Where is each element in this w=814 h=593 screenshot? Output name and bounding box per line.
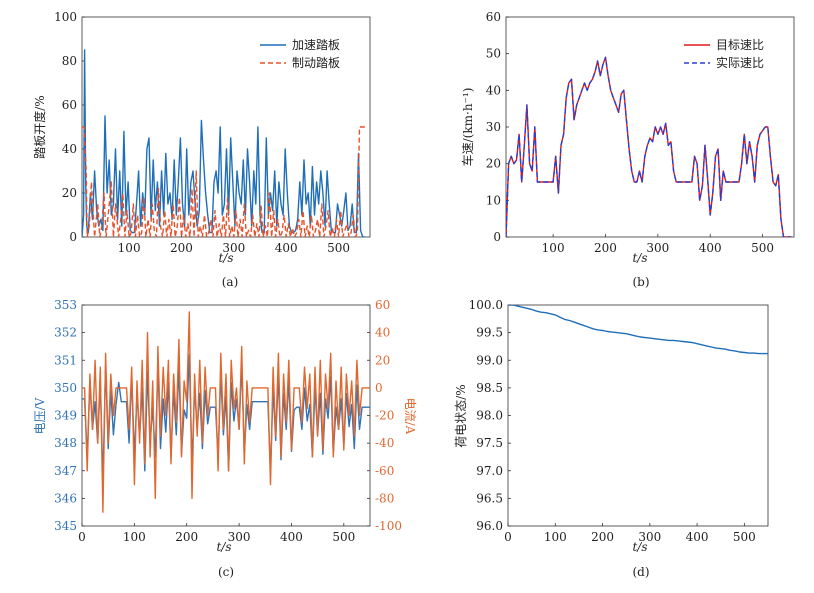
plot-frame bbox=[507, 304, 769, 527]
x-tick-label: 400 bbox=[275, 241, 298, 255]
y-tick-label: 347 bbox=[54, 464, 77, 478]
y-tick-label: 60 bbox=[486, 10, 501, 24]
y-tick-label: 96.5 bbox=[476, 491, 503, 505]
y-tick-label: 345 bbox=[54, 519, 77, 533]
series-line-c-1 bbox=[82, 311, 370, 513]
y-tick-label: 20 bbox=[486, 157, 501, 171]
chart-a: 100 200 300 400 500 0 20 40 60 80 100 t/s 踏板开度/% (a) 加… bbox=[32, 10, 371, 289]
y-tick-label: 20 bbox=[62, 186, 77, 200]
x-tick-label: 200 bbox=[175, 530, 198, 544]
legend-label: 目标速比 bbox=[716, 38, 764, 52]
x-axis-label: t/s bbox=[218, 251, 233, 265]
legend-label: 制动踏板 bbox=[292, 56, 340, 70]
y2-tick-label: -100 bbox=[375, 519, 402, 533]
legend-label: 加速踏板 bbox=[292, 38, 340, 52]
x-tick-label: 200 bbox=[594, 241, 617, 255]
y-axis-label: 踏板开度/% bbox=[32, 95, 47, 158]
x-tick-label: 0 bbox=[78, 530, 86, 544]
x-tick-label: 100 bbox=[118, 241, 141, 255]
y-tick-label: 60 bbox=[62, 98, 77, 112]
x-tick-label: 500 bbox=[733, 530, 756, 544]
y-tick-label: 97.5 bbox=[476, 436, 503, 450]
y-tick-label: 40 bbox=[486, 83, 501, 97]
x-axis-label: t/s bbox=[632, 251, 647, 265]
y-tick-label: 98.5 bbox=[476, 381, 503, 395]
y2-axis-label: 电流/A bbox=[403, 398, 417, 435]
y-tick-label: 348 bbox=[54, 436, 77, 450]
x-tick-label: 200 bbox=[170, 241, 193, 255]
y-tick-label: 346 bbox=[54, 491, 77, 505]
y-tick-label: 80 bbox=[62, 54, 77, 68]
y2-tick-label: -20 bbox=[375, 409, 394, 423]
y-axis-label: 车速/(km·h⁻¹) bbox=[460, 88, 475, 167]
y-tick-label: 97.0 bbox=[476, 464, 503, 478]
chart-caption: (c) bbox=[218, 565, 234, 579]
x-tick-label: 200 bbox=[591, 530, 614, 544]
y-tick-label: 10 bbox=[486, 193, 501, 207]
x-tick-label: 100 bbox=[542, 241, 565, 255]
y2-tick-label: -80 bbox=[375, 491, 394, 505]
y2-tick-label: 60 bbox=[375, 298, 390, 312]
y-tick-label: 96.0 bbox=[476, 519, 503, 533]
y-tick-label: 352 bbox=[54, 326, 77, 340]
chart-caption: (b) bbox=[632, 275, 649, 289]
y2-tick-label: 40 bbox=[375, 326, 390, 340]
y2-tick-label: -40 bbox=[375, 436, 394, 450]
y-tick-label: 40 bbox=[62, 142, 77, 156]
y2-tick-label: 20 bbox=[375, 353, 390, 367]
series-line-b-1 bbox=[506, 56, 792, 237]
y-tick-label: 30 bbox=[486, 120, 501, 134]
y-axis-label: 电压/V bbox=[33, 397, 47, 434]
series-line-a-0 bbox=[82, 49, 365, 237]
y-tick-label: 50 bbox=[486, 47, 501, 61]
x-axis-label: t/s bbox=[216, 540, 231, 554]
chart-d: 0 100 200 300 400 500 96.0 96.5 97.0 97.5 98.0 98.5… bbox=[454, 298, 769, 579]
y-tick-label: 0 bbox=[493, 230, 501, 244]
y-tick-label: 100 bbox=[54, 10, 77, 24]
y2-tick-label: 0 bbox=[375, 381, 383, 395]
chart-caption: (a) bbox=[222, 275, 239, 289]
x-tick-label: 300 bbox=[228, 530, 251, 544]
series-line-a-1 bbox=[82, 126, 366, 237]
y2-tick-label: -60 bbox=[375, 464, 394, 478]
x-tick-label: 100 bbox=[544, 530, 567, 544]
chart-c: 0 100 200 300 400 500345346347348349350351352… bbox=[33, 298, 417, 579]
y-tick-label: 98.0 bbox=[476, 409, 503, 423]
x-tick-label: 0 bbox=[504, 530, 512, 544]
y-tick-label: 350 bbox=[54, 381, 77, 395]
chart-b: 100 200 300 400 500 0 10 20 30 40 50 60 t/s 车速/(km·h⁻… bbox=[460, 10, 795, 289]
chart-caption: (d) bbox=[632, 565, 649, 579]
y-tick-label: 99.5 bbox=[476, 326, 503, 340]
y-tick-label: 100.0 bbox=[469, 298, 503, 312]
x-tick-label: 500 bbox=[751, 241, 774, 255]
y-tick-label: 99.0 bbox=[476, 353, 503, 367]
x-tick-label: 500 bbox=[327, 241, 350, 255]
x-tick-label: 300 bbox=[646, 241, 669, 255]
x-axis-label: t/s bbox=[632, 540, 647, 554]
x-tick-label: 400 bbox=[686, 530, 709, 544]
x-tick-label: 400 bbox=[699, 241, 722, 255]
y-tick-label: 353 bbox=[54, 298, 77, 312]
x-tick-label: 500 bbox=[332, 530, 355, 544]
series-line-d-0 bbox=[508, 305, 768, 355]
x-tick-label: 300 bbox=[222, 241, 245, 255]
legend-label: 实际速比 bbox=[716, 55, 764, 70]
y-tick-label: 0 bbox=[69, 230, 77, 244]
y-axis-label: 荷电状态/% bbox=[454, 384, 468, 447]
x-tick-label: 300 bbox=[638, 530, 661, 544]
x-tick-label: 400 bbox=[280, 530, 303, 544]
y-tick-label: 349 bbox=[54, 409, 77, 423]
y-tick-label: 351 bbox=[54, 353, 77, 367]
x-tick-label: 100 bbox=[123, 530, 146, 544]
